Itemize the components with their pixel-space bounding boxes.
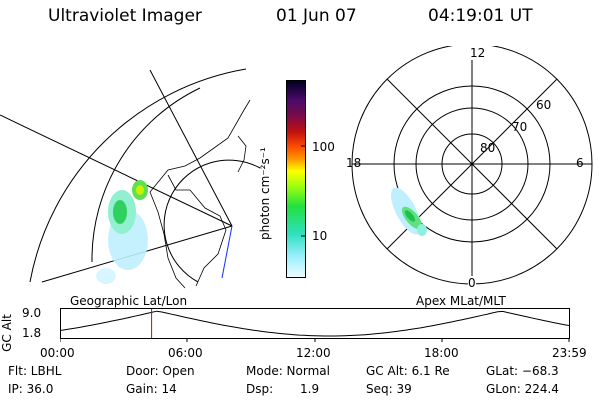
instrument-title: Ultraviolet Imager <box>48 6 202 26</box>
filter-status: Flt: LBHL <box>8 364 62 378</box>
colorbar-unit-label: photon cm⁻²s⁻¹ <box>258 147 272 240</box>
mlt-label-0: 0 <box>468 276 476 290</box>
altitude-ytick-high: 9.0 <box>22 306 42 320</box>
gain-status: Gain: 14 <box>126 382 177 396</box>
terminator-circle <box>163 159 261 283</box>
geographic-map-label: Geographic Lat/Lon <box>70 294 188 308</box>
geographic-latitude: GLat: −68.3 <box>486 364 559 378</box>
altitude-ylabel: GC Alt <box>0 314 14 352</box>
dsp-label: Dsp: <box>246 382 274 396</box>
meridian-line <box>149 69 233 227</box>
colorbar-tick-100: 100 <box>312 140 335 154</box>
mlt-label-6: 6 <box>576 156 584 170</box>
altitude-xtick-4: 23:59 <box>552 346 587 360</box>
altitude-plot <box>60 308 570 342</box>
magnetic-map-label: Apex MLat/MLT <box>416 294 506 308</box>
lat-label-70: 70 <box>512 120 528 134</box>
magnetic-polar-map <box>351 46 593 285</box>
colorbar <box>286 80 306 278</box>
altitude-xtick-2: 12:00 <box>296 346 331 360</box>
mlt-label-18: 18 <box>346 156 362 170</box>
altitude-xtick-1: 06:00 <box>168 346 203 360</box>
lat-label-60: 60 <box>536 98 552 112</box>
coastline <box>149 99 251 289</box>
dsp-value: 1.9 <box>300 382 320 396</box>
aurora-emission <box>390 187 427 236</box>
altitude-curve <box>60 310 570 337</box>
latitude-arc-outer <box>29 68 247 283</box>
ip-status: IP: 36.0 <box>8 382 54 396</box>
geographic-map <box>0 68 261 289</box>
date-label: 01 Jun 07 <box>276 6 357 26</box>
mode-status: Mode: Normal <box>246 364 330 378</box>
door-status: Door: Open <box>126 364 195 378</box>
colorbar-tick-10: 10 <box>312 229 328 243</box>
mlt-label-12: 12 <box>470 46 486 60</box>
altitude-xtick-0: 00:00 <box>40 346 75 360</box>
time-label: 04:19:01 UT <box>428 6 533 26</box>
sequence-status: Seq: 39 <box>366 382 412 396</box>
aurora-emission <box>96 180 148 284</box>
meridian-line <box>0 114 233 227</box>
altitude-xtick-3: 18:00 <box>424 346 459 360</box>
footprint-line <box>221 225 233 279</box>
geographic-longitude: GLon: 224.4 <box>486 382 559 396</box>
lat-label-80: 80 <box>480 141 496 155</box>
latitude-arc-inner <box>91 87 201 263</box>
gc-altitude-status: GC Alt: 6.1 Re <box>366 364 450 378</box>
altitude-ytick-low: 1.8 <box>22 326 42 340</box>
